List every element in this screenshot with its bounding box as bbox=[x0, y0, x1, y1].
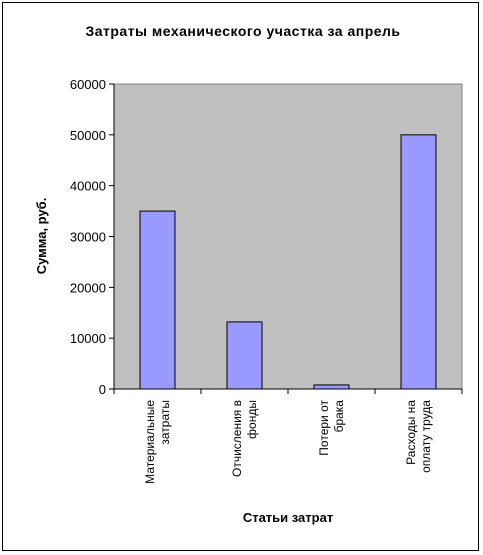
bar-chart: Затраты механического участка за апрель … bbox=[34, 23, 463, 525]
chart-title: Затраты механического участка за апрель bbox=[85, 23, 400, 39]
chart-frame: Затраты механического участка за апрель … bbox=[2, 2, 479, 551]
x-tick-label-line: брака bbox=[332, 400, 346, 433]
x-tick-label: Отчисления в фонды bbox=[230, 400, 259, 477]
x-axis-title: Статьи затрат bbox=[243, 510, 333, 525]
y-tick-label: 50000 bbox=[70, 128, 106, 143]
x-tick-label-line: оплату труда bbox=[419, 400, 433, 473]
y-tick-label: 60000 bbox=[70, 77, 106, 92]
bar bbox=[139, 210, 176, 390]
y-axis: 0 10000 20000 30000 40000 50000 60000 bbox=[70, 77, 115, 397]
y-tick-label: 0 bbox=[99, 382, 106, 397]
y-tick-label: 10000 bbox=[70, 331, 106, 346]
x-tick-label-line: Потери от bbox=[317, 399, 331, 455]
x-tick-label: Потери от брака bbox=[317, 399, 346, 455]
x-axis: Материальные затраты Отчисления в фонды Поте… bbox=[113, 388, 463, 484]
x-tick-label-line: затраты bbox=[158, 400, 172, 445]
y-axis-title: Сумма, руб. bbox=[34, 198, 49, 275]
y-tick-label: 20000 bbox=[70, 280, 106, 295]
y-tick-label: 30000 bbox=[70, 230, 106, 245]
bar bbox=[313, 384, 350, 390]
bar bbox=[226, 321, 263, 390]
y-tick-label: 40000 bbox=[70, 179, 106, 194]
x-tick-label: Расходы на оплату труда bbox=[404, 400, 433, 473]
x-tick-label-line: фонды bbox=[245, 400, 259, 439]
x-tick-label-line: Отчисления в bbox=[230, 400, 244, 477]
x-tick-label-line: Расходы на bbox=[404, 400, 418, 465]
x-tick-label: Материальные затраты bbox=[143, 400, 172, 484]
bars bbox=[139, 134, 437, 390]
bar bbox=[400, 134, 437, 390]
x-tick-label-line: Материальные bbox=[143, 400, 157, 484]
